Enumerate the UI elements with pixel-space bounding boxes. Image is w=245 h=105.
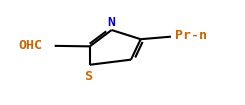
Text: Pr-n: Pr-n — [175, 29, 207, 42]
Text: S: S — [84, 70, 92, 83]
Text: N: N — [108, 16, 116, 29]
Text: OHC: OHC — [18, 39, 42, 52]
